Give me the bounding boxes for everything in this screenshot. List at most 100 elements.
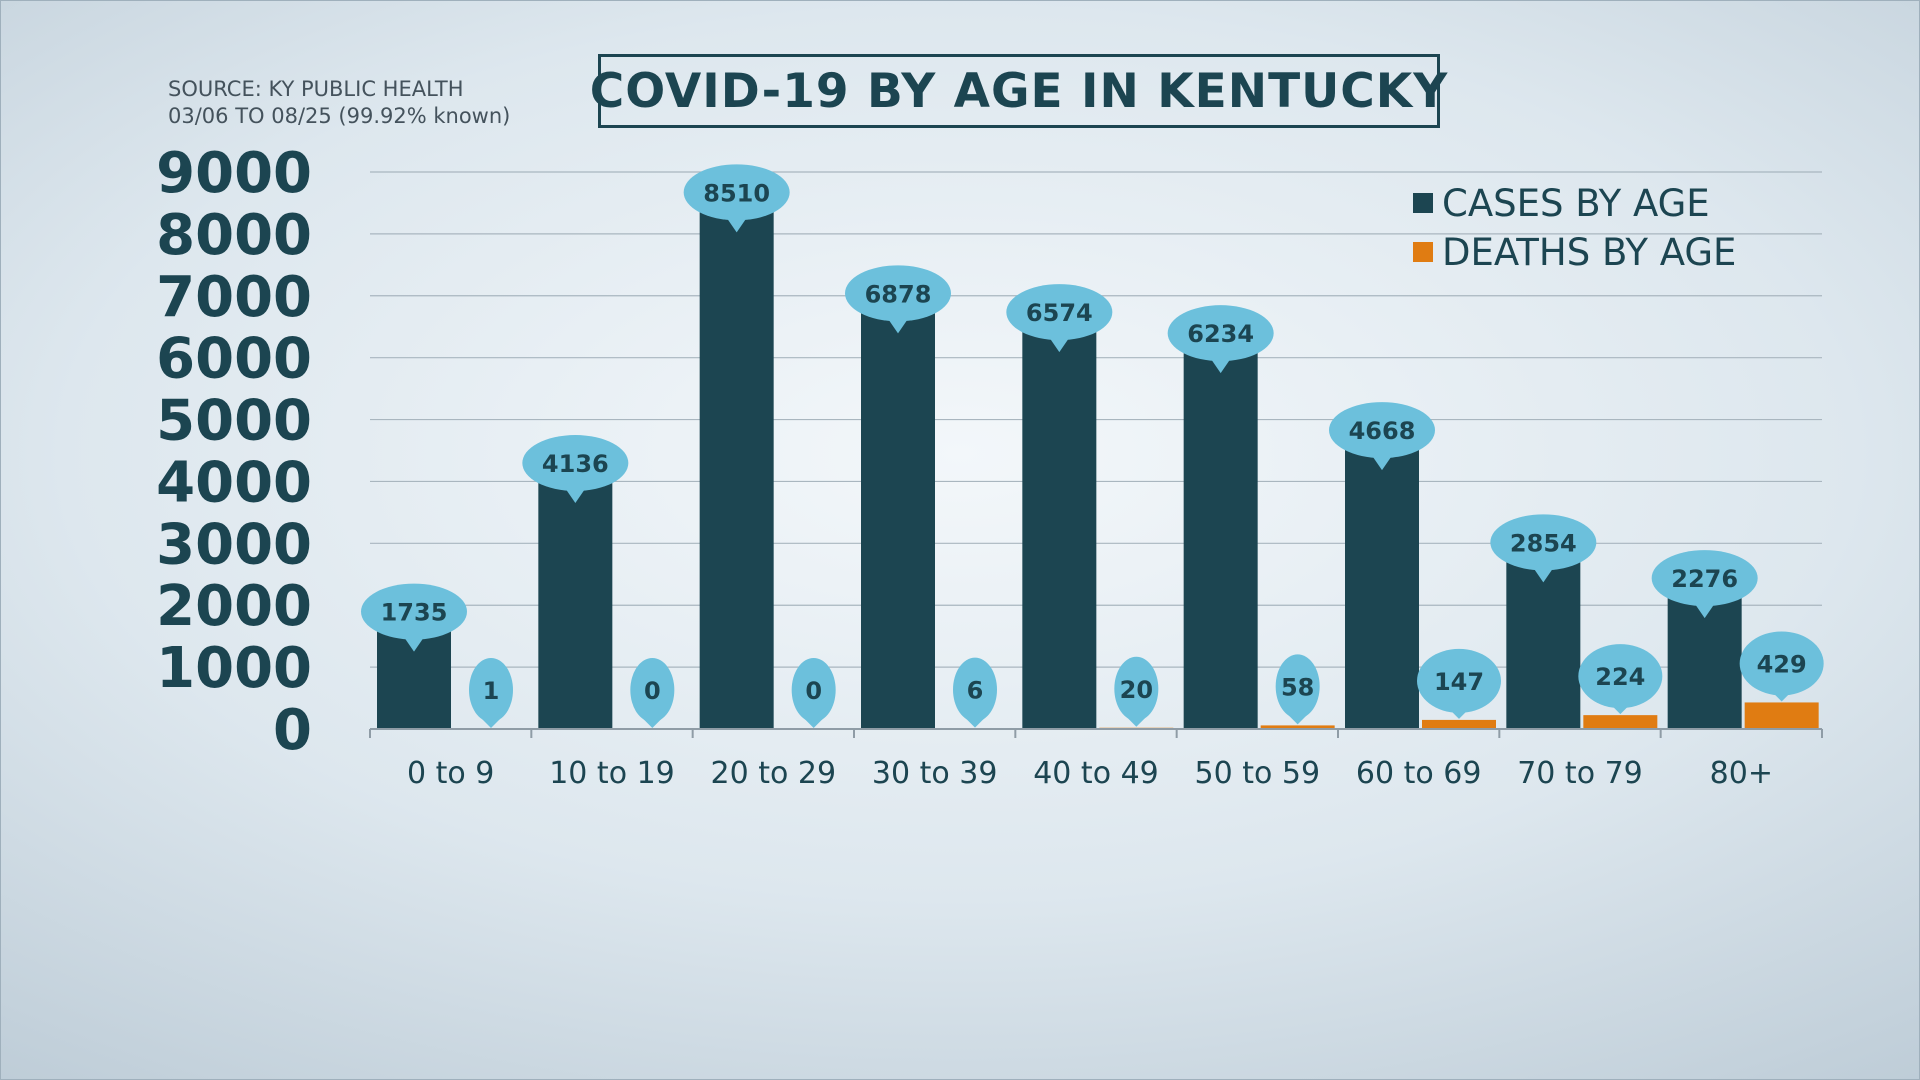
callout-bubble [953,657,997,722]
callout-value: 20 [1120,676,1153,704]
callout-value: 58 [1281,673,1314,701]
callout-bubble [1006,284,1113,341]
case-data-label: 8510 [683,164,790,233]
y-tick-label: 8000 [156,203,312,268]
callout-value: 2854 [1510,529,1577,557]
death-data-label: 6 [953,657,997,728]
x-tick-label: 50 to 59 [1195,756,1321,791]
callout-bubble [630,658,675,722]
death-data-label: 0 [791,658,836,728]
callout-pointer [1532,566,1555,583]
callout-value: 0 [644,677,661,705]
x-tick-label: 30 to 39 [872,756,998,791]
y-tick-label: 0 [273,698,312,763]
x-tick-label: 0 to 9 [407,756,494,791]
callout-pointer [1693,602,1716,619]
callout-value: 429 [1757,650,1807,678]
case-data-label: 6574 [1006,284,1113,353]
callout-pointer [1371,454,1393,471]
callout-value: 0 [805,677,822,705]
case-data-label: 2276 [1651,550,1758,619]
x-tick-label: 60 to 69 [1356,756,1482,791]
legend-swatch [1413,193,1433,213]
case-data-label: 4136 [522,435,629,504]
callout-pointer [403,635,425,652]
callout-bubble [845,265,951,322]
callout-bubble [1275,654,1320,719]
case-data-label: 6878 [845,265,951,334]
y-tick-label: 4000 [156,450,312,515]
y-tick-label: 7000 [156,265,312,330]
x-tick-label: 80+ [1710,756,1773,791]
callout-pointer [725,216,748,233]
x-tick-label: 40 to 49 [1033,756,1159,791]
callout-value: 6574 [1026,299,1093,327]
x-axis: 0 to 9 10 to 19 20 to 29 30 to 39 40 to 49 50… [369,728,1823,791]
callout-value: 224 [1595,663,1645,691]
y-tick-label: 9000 [156,141,312,206]
callout-value: 6234 [1187,320,1254,348]
callout-value: 8510 [703,179,770,207]
chart-title-box: COVID-19 BY AGE IN KENTUCKY [590,54,1447,128]
cases-bar [861,303,935,729]
callout-value: 6 [967,677,984,705]
death-data-label: 58 [1275,654,1320,725]
death-data-label: 20 [1114,656,1159,727]
death-data-label: 429 [1739,631,1824,702]
x-tick-label: 70 to 79 [1517,756,1643,791]
source-line-1: SOURCE: KY PUBLIC HEALTH [168,77,464,101]
chart-title: COVID-19 BY AGE IN KENTUCKY [589,63,1449,119]
legend-swatch [1413,242,1433,262]
cases-bar [1183,343,1258,729]
callout-pointer [887,317,909,334]
callout-value: 2276 [1671,565,1738,593]
data-labels: 1735 1 4136 0 8510 0 6878 6 6574 20 6234 58 4668 147 2… [361,164,1824,728]
callout-value: 147 [1434,668,1484,696]
source-line-2: 03/06 TO 08/25 (99.92% known) [168,104,511,128]
case-data-label: 2854 [1490,514,1597,583]
callout-bubble [1167,305,1274,362]
death-data-label: 0 [630,658,675,728]
death-data-label: 224 [1578,644,1663,715]
legend-label: CASES BY AGE [1442,182,1710,225]
deaths-bar [1744,702,1819,729]
cases-bar [538,473,613,729]
callout-bubble [683,164,790,221]
case-data-label: 6234 [1167,305,1274,374]
callout-bubble [522,435,629,492]
callout-value: 1 [483,677,500,705]
y-tick-label: 6000 [156,327,312,392]
deaths-bar [1583,715,1658,729]
y-tick-label: 1000 [156,636,312,701]
callout-bubble [1739,631,1824,696]
callout-value: 4136 [542,450,609,478]
bars [377,202,1819,730]
deaths-bar [1260,725,1335,729]
callout-bubble [791,658,836,722]
case-data-label: 1735 [361,583,467,652]
cases-bar [699,202,774,729]
y-tick-label: 3000 [156,512,312,577]
death-data-label: 147 [1417,648,1501,719]
callout-value: 4668 [1349,417,1416,445]
callout-bubble [1490,514,1597,571]
legend-label: DEATHS BY AGE [1442,231,1736,274]
callout-pointer [1048,336,1071,353]
x-tick-label: 20 to 29 [711,756,837,791]
deaths-bar [1422,719,1496,729]
case-data-label: 4668 [1329,402,1435,471]
callout-bubble [1329,402,1435,459]
callout-value: 6878 [865,280,932,308]
callout-bubble [1417,648,1501,713]
cases-bar [1345,440,1419,729]
callout-pointer [1209,357,1232,374]
legend: CASES BY AGE DEATHS BY AGE [1413,182,1736,274]
y-tick-label: 5000 [156,389,312,454]
callout-value: 1735 [381,599,448,627]
cases-bar [1022,322,1097,729]
x-tick-label: 10 to 19 [549,756,675,791]
callout-bubble [1651,550,1758,607]
